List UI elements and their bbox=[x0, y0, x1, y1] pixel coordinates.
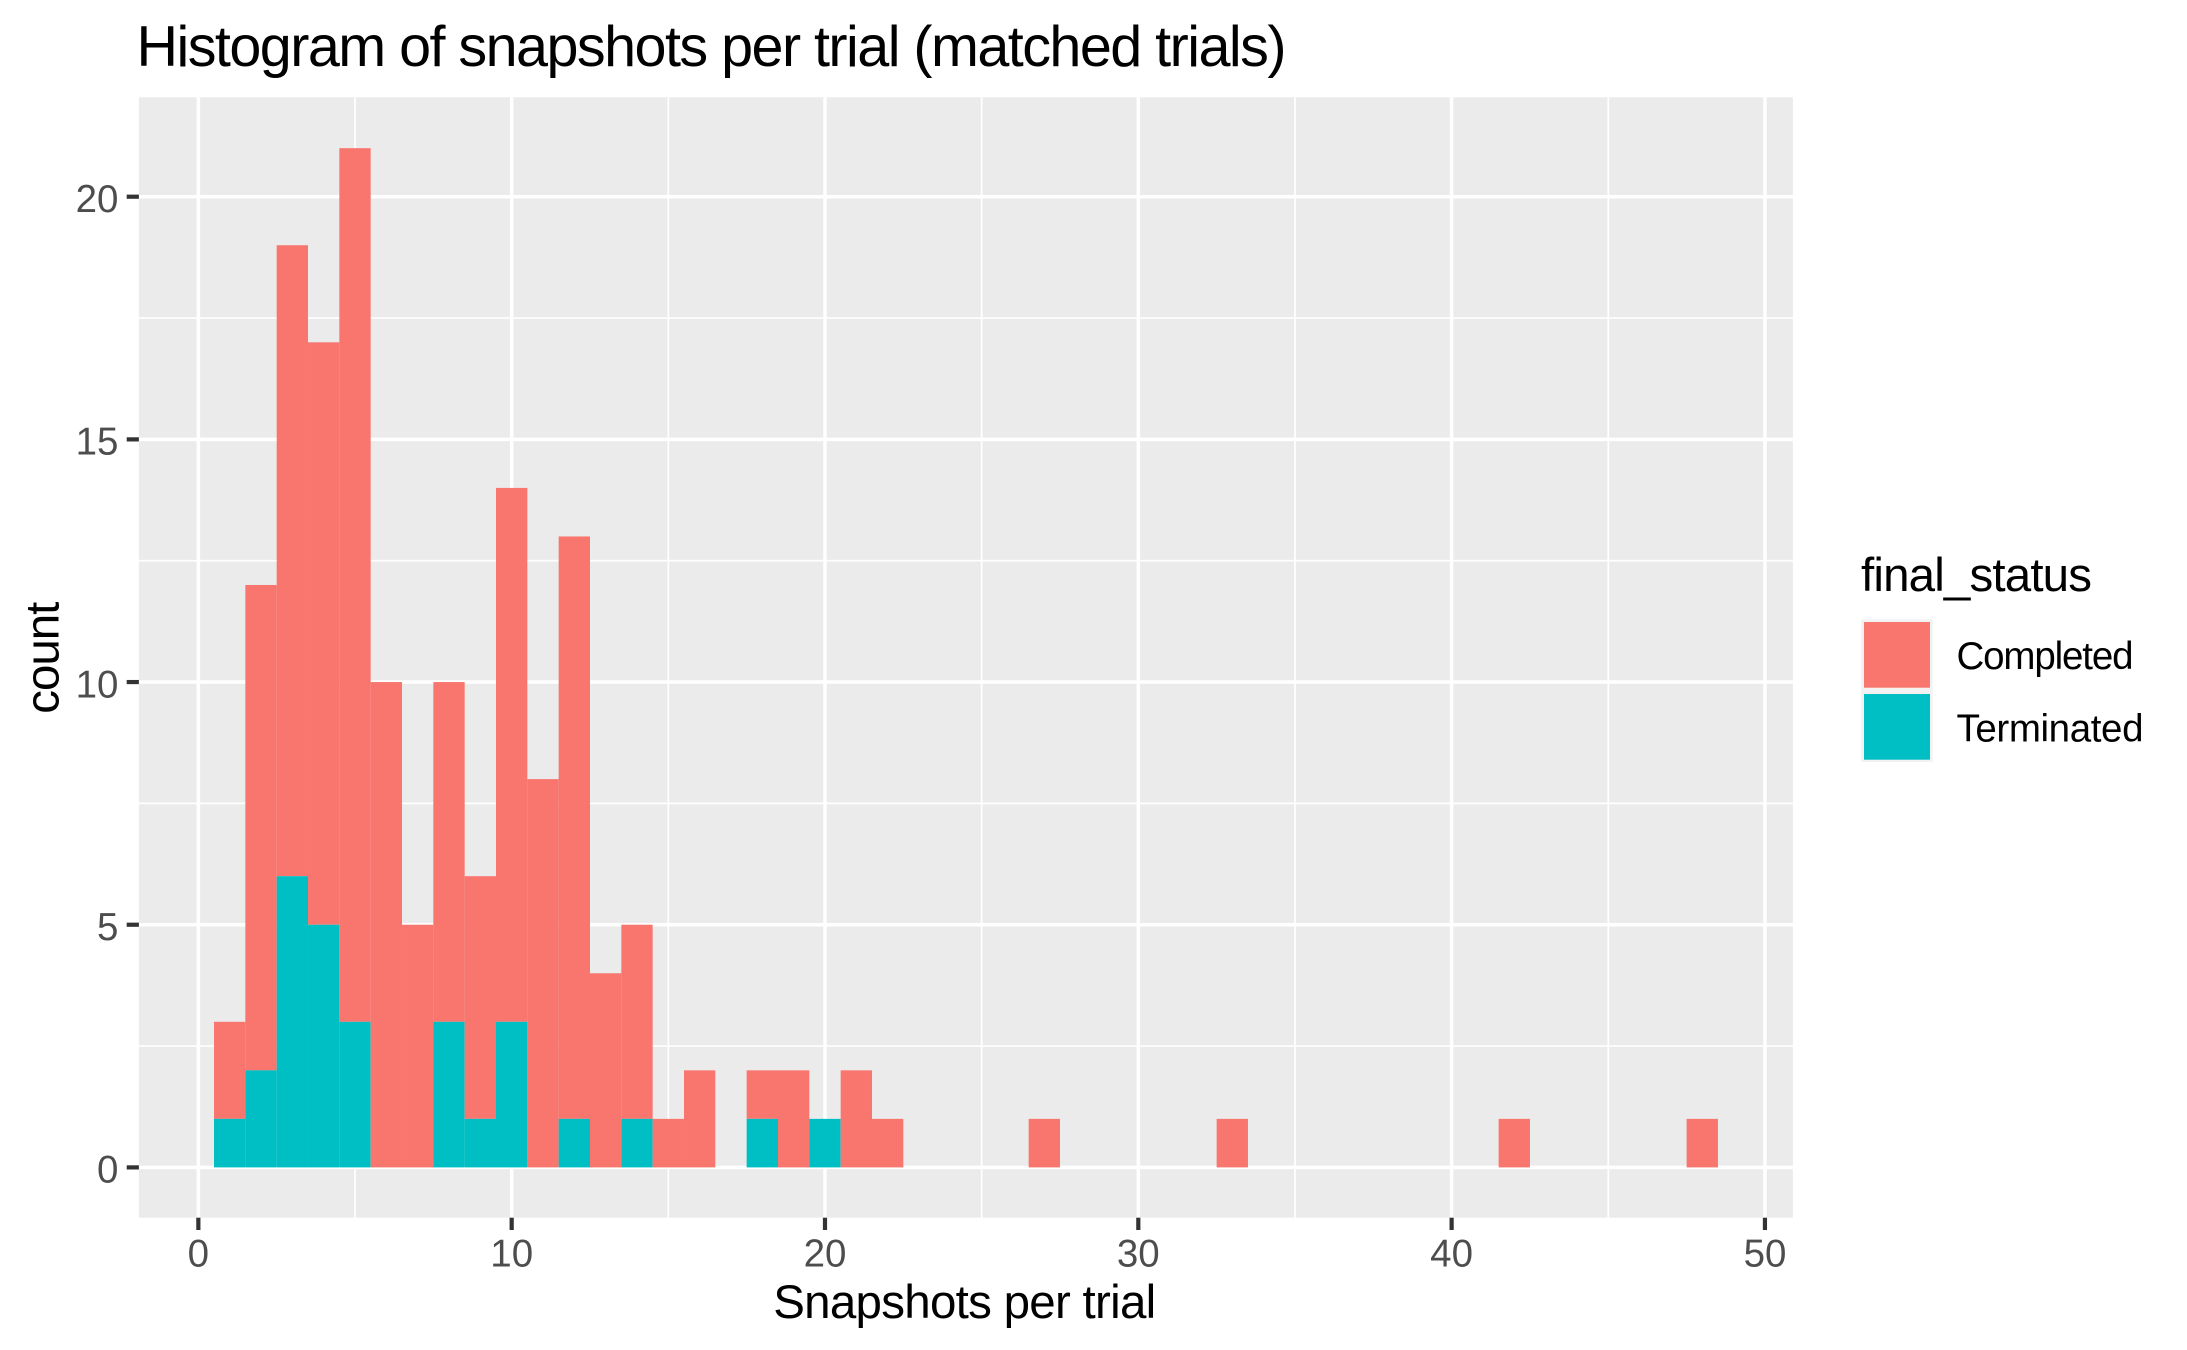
svg-text:50: 50 bbox=[1744, 1233, 1787, 1276]
svg-text:0: 0 bbox=[188, 1233, 209, 1276]
svg-text:40: 40 bbox=[1430, 1233, 1473, 1276]
svg-text:30: 30 bbox=[1117, 1233, 1160, 1276]
svg-text:final_status: final_status bbox=[1861, 549, 2092, 602]
svg-text:count: count bbox=[17, 602, 70, 714]
svg-text:Snapshots per trial: Snapshots per trial bbox=[773, 1276, 1156, 1329]
svg-text:15: 15 bbox=[76, 421, 119, 464]
svg-text:0: 0 bbox=[97, 1149, 118, 1192]
svg-text:Terminated: Terminated bbox=[1957, 708, 2144, 751]
svg-text:10: 10 bbox=[490, 1233, 533, 1276]
svg-text:5: 5 bbox=[97, 906, 118, 949]
svg-text:Completed: Completed bbox=[1957, 635, 2134, 678]
svg-text:Histogram of snapshots per tri: Histogram of snapshots per trial (matche… bbox=[137, 15, 1287, 79]
svg-text:20: 20 bbox=[804, 1233, 847, 1276]
svg-text:20: 20 bbox=[76, 178, 119, 221]
svg-text:10: 10 bbox=[76, 663, 119, 706]
